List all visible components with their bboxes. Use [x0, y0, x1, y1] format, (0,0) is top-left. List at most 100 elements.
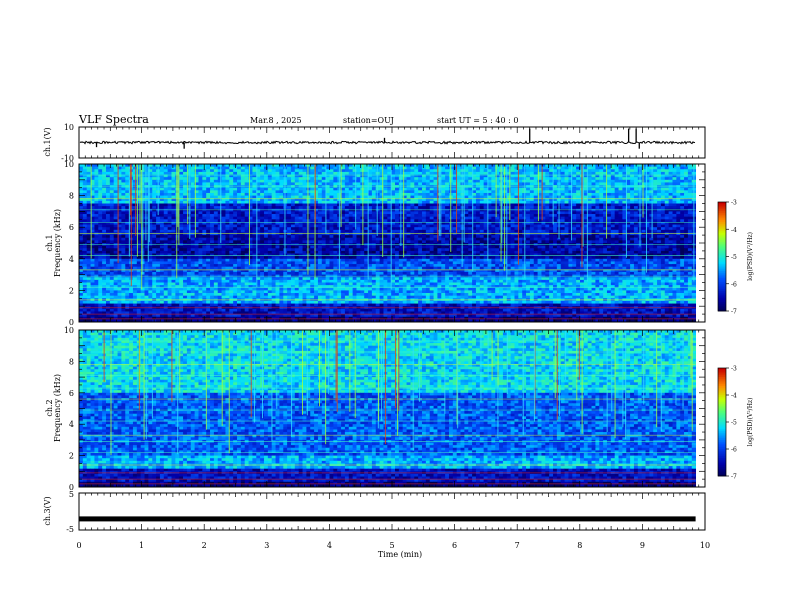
- spec-cell: [684, 217, 688, 220]
- spec-cell: [368, 196, 372, 199]
- spec-cell: [410, 196, 414, 199]
- spec-cell: [171, 188, 175, 191]
- spec-cell: [649, 193, 653, 196]
- spec-cell: [491, 209, 495, 212]
- spec-cell: [511, 211, 515, 214]
- spec-cell: [407, 230, 411, 233]
- spec-cell: [468, 219, 472, 222]
- spec-cell: [615, 230, 619, 233]
- spec-cell: [276, 238, 280, 241]
- spec-cell: [441, 235, 445, 238]
- spec-cell: [83, 201, 87, 204]
- spec-cell: [279, 240, 283, 243]
- spec-cell: [198, 225, 202, 228]
- spec-cell: [414, 177, 418, 180]
- spec-cell: [476, 204, 480, 207]
- spec-cell: [114, 180, 118, 183]
- spec-cell: [595, 182, 599, 185]
- spec-cell: [318, 185, 322, 188]
- spec-cell: [241, 206, 245, 209]
- spec-cell: [222, 232, 226, 235]
- spec-cell: [561, 227, 565, 230]
- spec-cell: [83, 167, 87, 170]
- spec-cell: [422, 235, 426, 238]
- spec-cell: [592, 167, 596, 170]
- spec-cell: [380, 230, 384, 233]
- spec-cell: [233, 227, 237, 230]
- spec-cell: [422, 167, 426, 170]
- spec-cell: [349, 190, 353, 193]
- spec-cell: [233, 177, 237, 180]
- spec-cell: [322, 182, 326, 185]
- spec-cell: [665, 217, 669, 220]
- spec-cell: [345, 190, 349, 193]
- spec-cell: [410, 206, 414, 209]
- spec-cell: [484, 230, 488, 233]
- spec-cell: [395, 206, 399, 209]
- spec-cell: [264, 232, 268, 235]
- spec-cell: [152, 238, 156, 241]
- spec-cell: [592, 169, 596, 172]
- spec-cell: [333, 214, 337, 217]
- spec-cell: [592, 180, 596, 183]
- spec-cell: [372, 188, 376, 191]
- spec-cell: [480, 180, 484, 183]
- spec-cell: [530, 167, 534, 170]
- spec-cell: [191, 238, 195, 241]
- spec-cell: [395, 201, 399, 204]
- spec-cell: [491, 190, 495, 193]
- spec-cell: [457, 190, 461, 193]
- spec-cell: [688, 185, 692, 188]
- spec-cell: [595, 193, 599, 196]
- spec-cell: [534, 169, 538, 172]
- spec-cell: [295, 188, 299, 191]
- spec-cell: [356, 230, 360, 233]
- spec-cell: [125, 230, 129, 233]
- spec-cell: [268, 217, 272, 220]
- spec-cell: [495, 217, 499, 220]
- spec-cell: [94, 217, 98, 220]
- spec-cell: [318, 219, 322, 222]
- spec-cell: [592, 225, 596, 228]
- spec-cell: [299, 240, 303, 243]
- figure-title: VLF Spectra: [78, 113, 149, 126]
- spec-cell: [391, 238, 395, 241]
- spec-cell: [87, 167, 91, 170]
- spec-cell: [214, 225, 218, 228]
- spec-cell: [310, 219, 314, 222]
- spec-cell: [464, 238, 468, 241]
- spec-cell: [110, 219, 114, 222]
- spec-cell: [318, 235, 322, 238]
- spec-cell: [430, 182, 434, 185]
- spec-cell: [457, 227, 461, 230]
- spec-cell: [291, 169, 295, 172]
- spec-cell: [183, 169, 187, 172]
- spec-cell: [491, 214, 495, 217]
- spec-cell: [457, 182, 461, 185]
- spec-cell: [272, 177, 276, 180]
- spec-cell: [545, 180, 549, 183]
- spec-cell: [279, 172, 283, 175]
- spec-cell: [630, 219, 634, 222]
- spec-cell: [264, 209, 268, 212]
- spec-cell: [303, 201, 307, 204]
- spec-cell: [410, 232, 414, 235]
- spec-cell: [252, 230, 256, 233]
- spec-cell: [565, 193, 569, 196]
- spec-cell: [642, 182, 646, 185]
- spec-cell: [468, 182, 472, 185]
- spec-cell: [114, 211, 118, 214]
- spec-cell: [229, 201, 233, 204]
- spec-cell: [561, 185, 565, 188]
- spec-cell: [665, 211, 669, 214]
- spec-cell: [530, 196, 534, 199]
- spec-cell: [268, 214, 272, 217]
- spec-cell: [87, 225, 91, 228]
- spec-cell: [464, 185, 468, 188]
- spec-cell: [218, 227, 222, 230]
- spec-cell: [241, 211, 245, 214]
- spec-cell: [191, 193, 195, 196]
- spec-cell: [171, 185, 175, 188]
- spec-cell: [133, 193, 137, 196]
- spec-cell: [356, 235, 360, 238]
